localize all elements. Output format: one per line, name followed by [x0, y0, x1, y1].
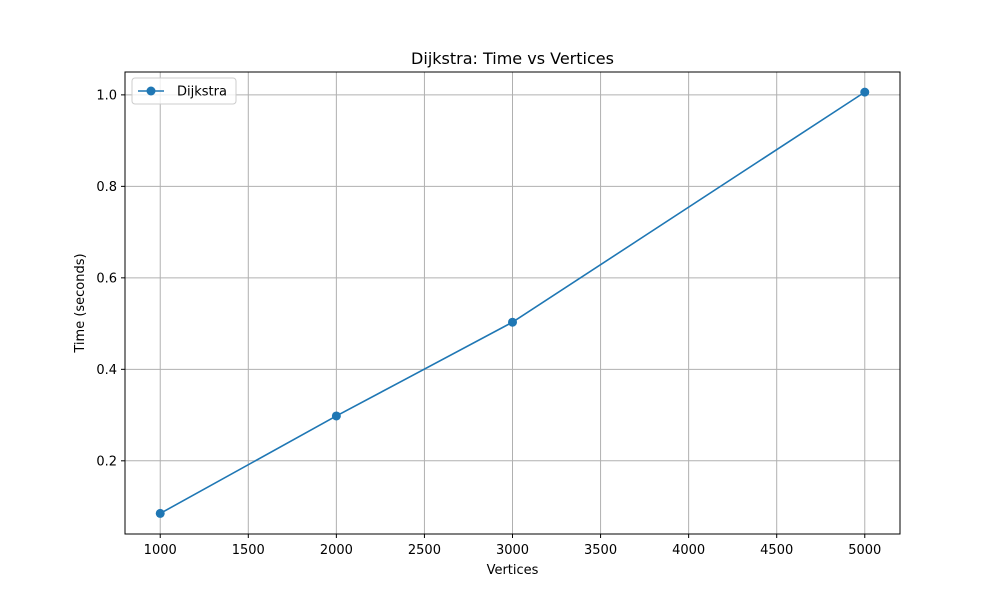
- x-tick-label: 4000: [672, 543, 705, 558]
- legend-label-dijkstra: Dijkstra: [177, 85, 227, 100]
- legend-box: [131, 77, 237, 105]
- y-tick-label: 1.0: [96, 88, 117, 103]
- y-tick-label: 0.2: [96, 454, 117, 469]
- plot-area-frame: [124, 71, 901, 535]
- y-axis-title: Time (seconds): [73, 253, 88, 353]
- y-tick-label: 0.8: [96, 180, 117, 195]
- x-tick-label: 2500: [408, 543, 441, 558]
- legend-marker-swatch: [146, 86, 156, 96]
- tick-layer: 1000 1500 2000 2500 3000 3500 4000 4500 5000 0.2 0…: [96, 88, 881, 558]
- grid-layer: [125, 72, 900, 534]
- x-tick-label: 1500: [232, 543, 265, 558]
- x-tick-label: 2000: [320, 543, 353, 558]
- y-tick-label: 0.4: [96, 363, 117, 378]
- series-layer: [155, 87, 870, 518]
- data-point: [508, 317, 517, 327]
- chart-title: Dijkstra: Time vs Vertices: [411, 49, 614, 68]
- x-tick-label: 4500: [760, 543, 793, 558]
- x-tick-label: 3500: [584, 543, 617, 558]
- data-point: [331, 411, 341, 421]
- y-tick-label: 0.6: [96, 271, 117, 286]
- x-tick-label: 1000: [144, 543, 177, 558]
- data-point: [155, 508, 165, 518]
- x-axis-title: Vertices: [487, 563, 539, 578]
- data-point: [860, 87, 870, 97]
- x-tick-label: 5000: [848, 543, 881, 558]
- series-line-dijkstra: [159, 91, 866, 515]
- legend: Dijkstra: [131, 77, 237, 105]
- x-tick-label: 3000: [496, 543, 529, 558]
